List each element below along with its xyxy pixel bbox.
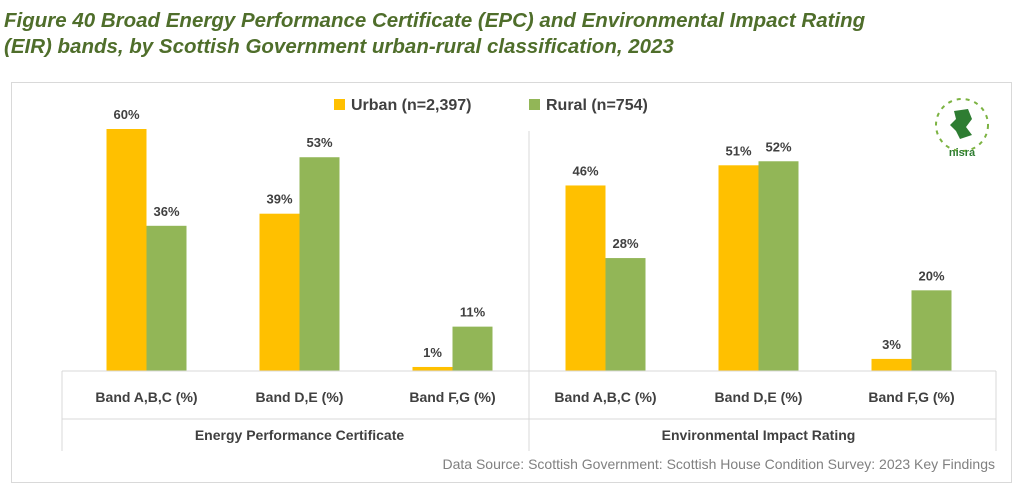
bar-rural-4 — [758, 161, 799, 371]
logo-text: nisra — [949, 147, 976, 159]
group-label-1: Environmental Impact Rating — [662, 427, 856, 443]
category-label-4: Band D,E (%) — [715, 389, 803, 405]
legend-label-urban: Urban (n=2,397) — [351, 97, 471, 114]
bar-urban-4 — [718, 165, 759, 371]
data-label-rural-1: 53% — [306, 135, 332, 150]
data-label-urban-0: 60% — [113, 107, 139, 122]
category-label-1: Band D,E (%) — [256, 389, 344, 405]
figure-title-line-1: Figure 40 Broad Energy Performance Certi… — [4, 9, 866, 32]
legend: Urban (n=2,397) Rural (n=754) — [334, 97, 648, 114]
data-label-rural-5: 20% — [918, 268, 944, 283]
legend-swatch-rural — [529, 99, 540, 110]
data-source: Data Source: Scottish Government: Scotti… — [442, 456, 995, 472]
data-label-urban-1: 39% — [266, 192, 292, 207]
data-label-urban-4: 51% — [725, 143, 751, 158]
bar-urban-5 — [871, 358, 912, 371]
bar-rural-1 — [299, 157, 340, 371]
data-label-rural-0: 36% — [153, 204, 179, 219]
bar-urban-2 — [412, 366, 453, 371]
bar-urban-1 — [259, 213, 300, 371]
legend-swatch-urban — [334, 99, 345, 110]
data-label-rural-4: 52% — [765, 139, 791, 154]
data-label-rural-2: 11% — [460, 305, 486, 320]
group-label-0: Energy Performance Certificate — [195, 427, 405, 443]
bar-rural-5 — [911, 290, 952, 371]
nisra-logo: nisra — [935, 98, 989, 159]
bar-urban-3 — [565, 185, 606, 371]
category-label-5: Band F,G (%) — [868, 389, 954, 405]
axes-layer: Band A,B,C (%) Band D,E (%) Band F,G (%) Ba… — [61, 131, 997, 451]
bar-rural-0 — [146, 225, 187, 371]
logo-ring-icon — [935, 98, 989, 152]
bar-urban-0 — [106, 129, 147, 371]
bars-layer: 60% 36% 39% 53% 1% 11% 46% 28% 51% 52% 3% 20% — [106, 107, 952, 371]
scotland-map-icon — [950, 109, 972, 139]
bar-rural-2 — [452, 326, 493, 371]
figure-title-line-2: (EIR) bands, by Scottish Government urba… — [4, 35, 674, 58]
category-label-2: Band F,G (%) — [409, 389, 495, 405]
category-label-0: Band A,B,C (%) — [95, 389, 197, 405]
data-label-rural-3: 28% — [612, 236, 638, 251]
data-label-urban-5: 3% — [882, 337, 901, 352]
category-label-3: Band A,B,C (%) — [554, 389, 656, 405]
data-label-urban-3: 46% — [572, 163, 598, 178]
figure-title: Figure 40 Broad Energy Performance Certi… — [4, 8, 1014, 60]
legend-label-rural: Rural (n=754) — [546, 97, 648, 114]
data-label-urban-2: 1% — [423, 345, 442, 360]
bar-rural-3 — [605, 258, 646, 371]
chart-frame: Urban (n=2,397) Rural (n=754) 60% 36% 39% 53… — [11, 82, 1012, 483]
bar-chart: Urban (n=2,397) Rural (n=754) 60% 36% 39% 53… — [61, 97, 997, 451]
